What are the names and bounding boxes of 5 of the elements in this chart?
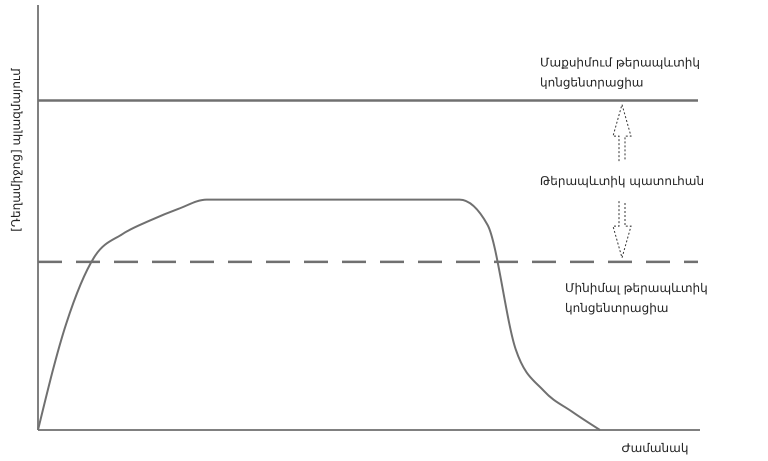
ref-line-label: Մինիմալ թերապևտիկ կոնցենտրացիա xyxy=(565,280,708,315)
text: Թերապևտիկ պատուհան xyxy=(540,174,704,188)
ref-line-label: Մաքսիմում թերապևտիկ կոնցենտրացիա xyxy=(540,56,700,90)
y-axis-title: [Դեղամիջոց] պլազմայում xyxy=(9,68,23,232)
x-axis-title: Ժամանակ xyxy=(622,441,688,455)
